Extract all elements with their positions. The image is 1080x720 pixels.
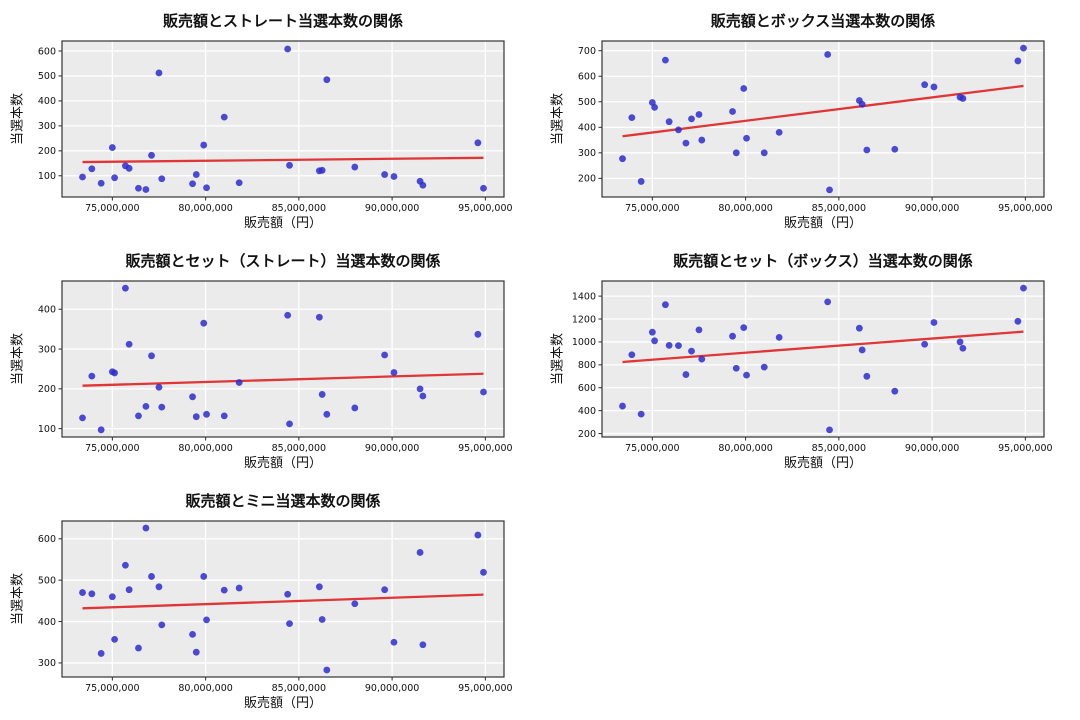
svg-text:80,000,000: 80,000,000 [718, 443, 772, 454]
chart-title-set-straight: 販売額とセット（ストレート）当選本数の関係 [125, 252, 441, 270]
svg-text:500: 500 [38, 575, 56, 586]
chart-straight: 75,000,000 80,000,000 85,000,000 90,000,000… [0, 0, 540, 240]
svg-text:85,000,000: 85,000,000 [272, 443, 326, 454]
chart-set-straight: 75,000,000 80,000,000 85,000,000 90,000,000… [0, 240, 540, 480]
svg-text:75,000,000: 75,000,000 [625, 203, 679, 214]
svg-text:90,000,000: 90,000,000 [905, 443, 959, 454]
svg-text:75,000,000: 75,000,000 [85, 443, 139, 454]
svg-text:80,000,000: 80,000,000 [178, 443, 232, 454]
svg-text:100: 100 [38, 171, 56, 182]
svg-text:500: 500 [578, 97, 596, 108]
svg-text:300: 300 [38, 658, 56, 669]
svg-text:400: 400 [38, 617, 56, 628]
y-axis-label: 当選本数 [550, 92, 566, 146]
chart-canvas-box: 75,000,000 80,000,000 85,000,000 90,000,000… [578, 40, 1053, 214]
svg-text:500: 500 [38, 71, 56, 82]
x-axis-label: 販売額（円） [783, 216, 862, 231]
svg-text:90,000,000: 90,000,000 [905, 203, 959, 214]
y-axis-label: 当選本数 [10, 572, 26, 626]
svg-text:100: 100 [38, 424, 56, 435]
svg-text:85,000,000: 85,000,000 [812, 443, 866, 454]
svg-text:400: 400 [38, 305, 56, 316]
svg-text:1000: 1000 [572, 337, 596, 348]
svg-text:200: 200 [38, 146, 56, 157]
svg-text:400: 400 [578, 406, 596, 417]
svg-text:80,000,000: 80,000,000 [178, 203, 232, 214]
svg-text:95,000,000: 95,000,000 [458, 443, 512, 454]
svg-text:75,000,000: 75,000,000 [85, 683, 139, 694]
chart-box: 75,000,000 80,000,000 85,000,000 90,000,000… [540, 0, 1080, 240]
svg-text:95,000,000: 95,000,000 [998, 443, 1052, 454]
svg-text:90,000,000: 90,000,000 [365, 443, 419, 454]
svg-text:85,000,000: 85,000,000 [272, 683, 326, 694]
svg-text:700: 700 [578, 46, 596, 57]
chart-title-box: 販売額とボックス当選本数の関係 [710, 12, 936, 30]
svg-text:1400: 1400 [572, 291, 596, 302]
chart-canvas-mini: 75,000,000 80,000,000 85,000,000 90,000,000… [38, 520, 513, 694]
svg-text:800: 800 [578, 360, 596, 371]
svg-text:95,000,000: 95,000,000 [458, 203, 512, 214]
svg-text:200: 200 [38, 384, 56, 395]
svg-text:600: 600 [38, 46, 56, 57]
svg-text:400: 400 [38, 96, 56, 107]
svg-text:600: 600 [578, 72, 596, 83]
x-axis-label: 販売額（円） [243, 216, 322, 231]
svg-text:300: 300 [38, 121, 56, 132]
svg-text:95,000,000: 95,000,000 [458, 683, 512, 694]
chart-canvas-set-straight: 75,000,000 80,000,000 85,000,000 90,000,000… [38, 280, 513, 454]
chart-set-box: 75,000,000 80,000,000 85,000,000 90,000,000… [540, 240, 1080, 480]
chart-canvas-straight: 75,000,000 80,000,000 85,000,000 90,000,000… [38, 40, 513, 214]
svg-text:90,000,000: 90,000,000 [365, 683, 419, 694]
x-axis-label: 販売額（円） [243, 456, 322, 471]
chart-title-straight: 販売額とストレート当選本数の関係 [162, 12, 403, 30]
x-axis-label: 販売額（円） [783, 456, 862, 471]
svg-text:600: 600 [578, 383, 596, 394]
svg-text:300: 300 [578, 148, 596, 159]
chart-mini: 75,000,000 80,000,000 85,000,000 90,000,000… [0, 480, 540, 720]
x-axis-label: 販売額（円） [243, 696, 322, 711]
svg-text:75,000,000: 75,000,000 [85, 203, 139, 214]
svg-text:90,000,000: 90,000,000 [365, 203, 419, 214]
svg-text:85,000,000: 85,000,000 [272, 203, 326, 214]
svg-text:95,000,000: 95,000,000 [998, 203, 1052, 214]
y-axis-label: 当選本数 [10, 332, 26, 386]
svg-text:200: 200 [578, 174, 596, 185]
svg-text:400: 400 [578, 123, 596, 134]
svg-text:75,000,000: 75,000,000 [625, 443, 679, 454]
y-axis-label: 当選本数 [10, 92, 26, 146]
svg-text:200: 200 [578, 429, 596, 440]
y-axis-label: 当選本数 [550, 332, 566, 386]
chart-canvas-set-box: 75,000,000 80,000,000 85,000,000 90,000,000… [572, 280, 1053, 454]
svg-text:1200: 1200 [572, 314, 596, 325]
svg-text:85,000,000: 85,000,000 [812, 203, 866, 214]
svg-text:80,000,000: 80,000,000 [718, 203, 772, 214]
chart-title-set-box: 販売額とセット（ボックス）当選本数の関係 [673, 252, 973, 270]
chart-title-mini: 販売額とミニ当選本数の関係 [185, 492, 381, 510]
svg-text:80,000,000: 80,000,000 [178, 683, 232, 694]
svg-text:300: 300 [38, 344, 56, 355]
svg-text:600: 600 [38, 534, 56, 545]
